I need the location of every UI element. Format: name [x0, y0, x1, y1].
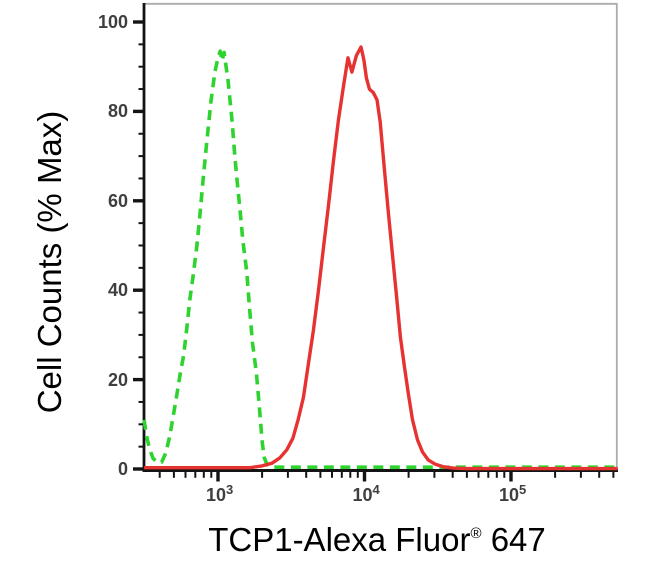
y-axis-title: Cell Counts (% Max) [31, 62, 73, 462]
x-tick-exponent: 5 [519, 482, 527, 497]
red-solid-curve [144, 45, 618, 471]
y-tick-label-60: 60 [107, 190, 128, 211]
y-tick-label-80: 80 [107, 101, 128, 122]
y-tick-label-40: 40 [107, 280, 128, 301]
x-axis-title-suffix: 647 [481, 521, 546, 558]
x-axis-title: TCP1-Alexa Fluor® 647 [147, 521, 607, 559]
x-tick-base: 10 [206, 485, 227, 505]
x-tick-exponent: 3 [226, 482, 234, 497]
x-tick-exponent: 4 [372, 482, 380, 497]
y-tick-label-0: 0 [117, 459, 128, 479]
x-tick-label-10e5: 105 [499, 482, 527, 506]
registered-trademark-symbol: ® [470, 525, 482, 542]
x-tick-base: 10 [352, 485, 373, 505]
y-tick-label-20: 20 [107, 369, 128, 390]
x-tick-base: 10 [499, 485, 520, 505]
x-tick-label-10e3: 103 [206, 482, 234, 506]
x-axis-title-text: TCP1-Alexa Fluor [208, 521, 471, 558]
y-axis-title-text: Cell Counts (% Max) [31, 110, 68, 414]
x-tick-label-10e4: 104 [352, 482, 380, 506]
green-dashed-curve [142, 49, 618, 470]
y-tick-label-100: 100 [97, 12, 128, 32]
